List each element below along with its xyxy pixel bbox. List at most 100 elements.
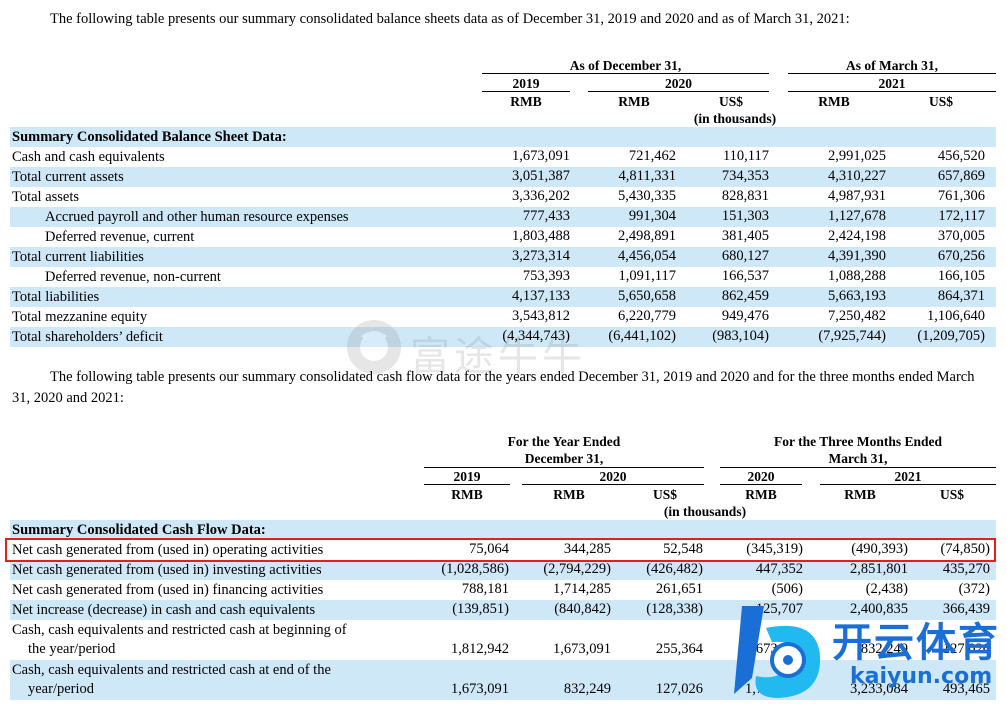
cf-year-2020-q: 2020 bbox=[747, 469, 775, 484]
table-row: Deferred revenue, current 1,803,488 2,49… bbox=[10, 227, 996, 247]
table-row: Deferred revenue, non-current 753,393 1,… bbox=[10, 267, 996, 287]
cell: 52,548 bbox=[663, 541, 703, 557]
row-label: Deferred revenue, non-current bbox=[45, 269, 221, 285]
cell: 680,127 bbox=[721, 248, 769, 264]
cell: 166,537 bbox=[721, 268, 769, 284]
cell: 1,106,640 bbox=[927, 308, 985, 324]
cell: 1,673,091 bbox=[451, 681, 509, 697]
cell: 344,285 bbox=[563, 541, 611, 557]
cf-rule bbox=[424, 467, 704, 468]
cell: 370,005 bbox=[937, 228, 985, 244]
cell: (983,104) bbox=[712, 328, 769, 344]
cf-unit-rmb: RMB bbox=[553, 487, 585, 502]
bs-group-header-mar31: As of March 31, bbox=[846, 58, 938, 73]
row-label: Net cash generated from (used in) invest… bbox=[12, 562, 322, 578]
cf-year-2019: 2019 bbox=[453, 469, 481, 484]
cell: 4,987,931 bbox=[828, 188, 886, 204]
cell: 777,433 bbox=[522, 208, 570, 224]
cell: 862,459 bbox=[721, 288, 769, 304]
bs-rule bbox=[788, 91, 996, 92]
cell: 721,462 bbox=[628, 148, 676, 164]
cell: 5,663,193 bbox=[828, 288, 886, 304]
cell: 1,812,942 bbox=[451, 641, 509, 657]
cell: (426,482) bbox=[646, 561, 703, 577]
cell: 493,465 bbox=[942, 681, 990, 697]
cell: (1,209,705) bbox=[917, 328, 985, 344]
cell: 3,543,812 bbox=[512, 308, 570, 324]
row-label: Total liabilities bbox=[12, 289, 100, 305]
intro-cash-flow: The following table presents our summary… bbox=[12, 369, 975, 406]
bs-in-thousands: (in thousands) bbox=[693, 111, 777, 126]
row-band bbox=[10, 660, 996, 700]
table-row: Accrued payroll and other human resource… bbox=[10, 207, 996, 227]
cf-section-title: Summary Consolidated Cash Flow Data: bbox=[12, 522, 266, 538]
cell: 456,520 bbox=[937, 148, 985, 164]
cell: 5,650,658 bbox=[618, 288, 676, 304]
cell: 670,256 bbox=[937, 248, 985, 264]
cell: (1,028,586) bbox=[441, 561, 509, 577]
row-label: Total mezzanine equity bbox=[12, 309, 148, 325]
cell: 127,026 bbox=[942, 641, 990, 657]
table-row: Total current assets 3,051,387 4,811,331… bbox=[10, 167, 996, 187]
cell: 255,364 bbox=[655, 641, 703, 657]
row-label: Cash, cash equivalents and restricted ca… bbox=[12, 622, 347, 657]
row-band bbox=[10, 287, 996, 307]
cell: 166,105 bbox=[937, 268, 985, 284]
cell: 949,476 bbox=[721, 308, 769, 324]
cell: (4,344,743) bbox=[502, 328, 570, 344]
row-band bbox=[10, 207, 996, 227]
cell: 1,088,288 bbox=[828, 268, 886, 284]
cell: 991,304 bbox=[628, 208, 676, 224]
cell: 172,117 bbox=[938, 208, 985, 224]
row-band bbox=[10, 520, 996, 540]
cell: 75,064 bbox=[469, 541, 509, 557]
cell: 2,498,891 bbox=[618, 228, 676, 244]
cell: 832,249 bbox=[860, 641, 908, 657]
cell: 6,220,779 bbox=[618, 308, 676, 324]
row-label: Total shareholders’ deficit bbox=[12, 329, 163, 345]
cell: (7,925,744) bbox=[818, 328, 886, 344]
table-row: Net cash generated from (used in) financ… bbox=[10, 580, 996, 600]
row-label: Net cash generated from (used in) financ… bbox=[12, 582, 324, 598]
cell: 753,393 bbox=[522, 268, 570, 284]
brand-url: kaiyun.com bbox=[850, 664, 993, 689]
cell: 4,137,133 bbox=[512, 288, 570, 304]
row-band bbox=[10, 247, 996, 267]
cf-year-2020: 2020 bbox=[599, 469, 627, 484]
cell: 832,249 bbox=[563, 681, 611, 697]
bs-group-header-dec31: As of December 31, bbox=[569, 58, 682, 73]
cell: (372) bbox=[958, 581, 990, 597]
cell: (74,850) bbox=[940, 541, 990, 557]
row-label: Net increase (decrease) in cash and cash… bbox=[12, 602, 316, 618]
cell: 5,430,335 bbox=[618, 188, 676, 204]
bs-unit-usd: US$ bbox=[928, 94, 953, 109]
table-row: Total mezzanine equity 3,543,812 6,220,7… bbox=[10, 307, 996, 327]
cell: 3,336,202 bbox=[512, 188, 570, 204]
cell: 435,270 bbox=[942, 561, 990, 577]
cf-in-thousands: (in thousands) bbox=[663, 504, 747, 519]
row-label: Accrued payroll and other human resource… bbox=[45, 209, 349, 225]
cf-group-header-year: For the Year Ended December 31, bbox=[507, 434, 621, 466]
cell: 2,424,198 bbox=[828, 228, 886, 244]
cell: (139,851) bbox=[452, 601, 509, 617]
highlight-box bbox=[5, 538, 996, 562]
cell: (345,319) bbox=[746, 541, 803, 557]
cf-unit-usd: US$ bbox=[652, 487, 677, 502]
brand-name: 开云体育 bbox=[832, 620, 1000, 666]
bs-unit-usd: US$ bbox=[718, 94, 743, 109]
row-band bbox=[10, 560, 996, 580]
bs-rule bbox=[788, 73, 996, 74]
cell: (6,441,102) bbox=[608, 328, 676, 344]
brand-logo-icon bbox=[734, 606, 821, 698]
row-band bbox=[10, 127, 996, 147]
row-label: Total assets bbox=[12, 189, 80, 205]
cell: 4,456,054 bbox=[618, 248, 676, 264]
cell: 3,273,314 bbox=[512, 248, 570, 264]
cell: 3,051,387 bbox=[512, 168, 570, 184]
cf-rule bbox=[720, 467, 996, 468]
bs-section-title: Summary Consolidated Balance Sheet Data: bbox=[12, 129, 287, 145]
cell: 1,127,678 bbox=[828, 208, 886, 224]
brand-logo: 开云体育 kaiyun.com bbox=[722, 598, 1002, 710]
cell: 2,991,025 bbox=[828, 148, 886, 164]
cell: 864,371 bbox=[937, 288, 985, 304]
